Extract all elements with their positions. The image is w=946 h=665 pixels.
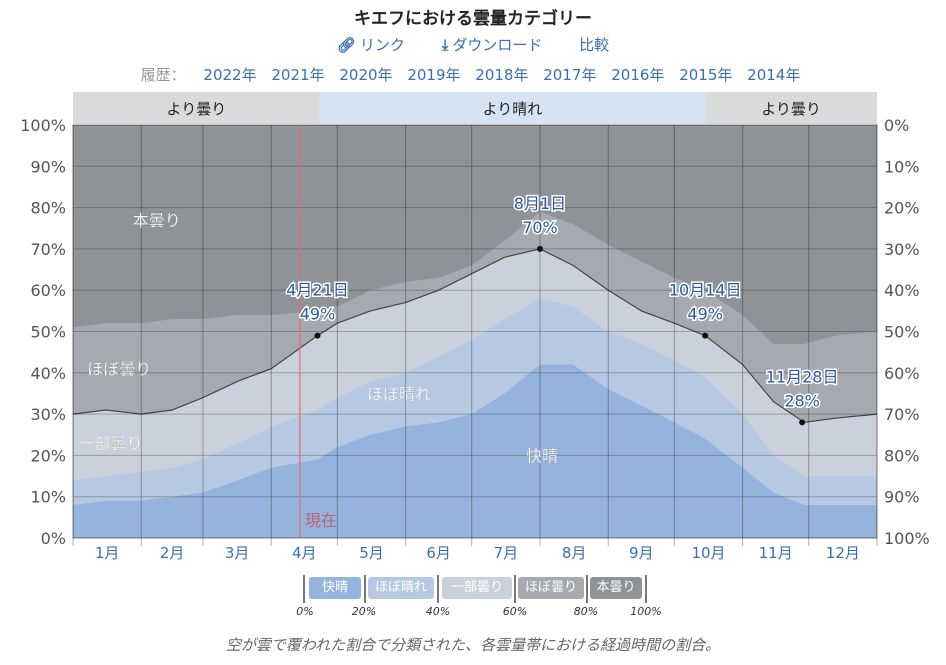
band-label: より晴れ bbox=[483, 100, 543, 118]
legend-tick: 20% bbox=[351, 605, 377, 618]
band-label: より曇り bbox=[167, 100, 227, 118]
band-cloudy bbox=[73, 92, 320, 124]
month-label: 9月 bbox=[629, 544, 654, 562]
right-tick-label: 20% bbox=[884, 199, 920, 218]
area-clear bbox=[73, 364, 877, 538]
link-icon: 🔗︎ bbox=[336, 36, 356, 54]
legend-partly-cloudy: 一部曇り bbox=[442, 577, 512, 599]
annotation-point bbox=[702, 332, 709, 339]
legend-mostly-cloudy: ほぼ曇り bbox=[518, 577, 584, 599]
month-label: 3月 bbox=[225, 544, 250, 562]
month-label: 11月 bbox=[759, 544, 793, 562]
history-year-link[interactable]: 2022年 bbox=[203, 66, 257, 84]
left-tick-label: 90% bbox=[30, 157, 66, 176]
right-tick-label: 40% bbox=[884, 281, 920, 300]
left-tick-label: 80% bbox=[30, 199, 66, 218]
annotation-date: 4月21日 bbox=[286, 281, 349, 300]
history-year-link[interactable]: 2019年 bbox=[407, 66, 461, 84]
legend-tick: 80% bbox=[573, 605, 599, 618]
legend-separator bbox=[303, 575, 305, 603]
area-label: 一部曇り bbox=[78, 434, 142, 453]
month-label: 12月 bbox=[826, 544, 860, 562]
month-label: 2月 bbox=[160, 544, 185, 562]
link-button[interactable]: 🔗︎ リンク bbox=[336, 36, 405, 54]
history-bar: 履歴： 2022年 2021年 2020年 2019年 2018年 2017年 … bbox=[0, 64, 946, 85]
legend-separator bbox=[645, 575, 647, 603]
month-label: 5月 bbox=[359, 544, 384, 562]
annotation-point bbox=[314, 332, 321, 339]
band-label: より曇り bbox=[761, 100, 821, 118]
compare-button[interactable]: 比較 bbox=[579, 36, 610, 54]
history-year-link[interactable]: 2014年 bbox=[747, 66, 801, 84]
legend-tick: 40% bbox=[425, 605, 451, 618]
legend-tick: 0% bbox=[296, 605, 314, 618]
cloud-cover-chart: より曇り より晴れ より曇り 0% 0% 10% 10% 20% 20% 30% 30% 40% 40%… bbox=[20, 92, 930, 562]
left-tick-label: 40% bbox=[30, 364, 66, 383]
left-tick-label: 60% bbox=[30, 281, 66, 300]
left-tick-label: 50% bbox=[30, 323, 66, 342]
right-tick-label: 80% bbox=[884, 446, 920, 465]
month-label: 4月 bbox=[292, 544, 317, 562]
right-tick-label: 30% bbox=[884, 240, 920, 259]
plot-border bbox=[72, 124, 878, 539]
legend: 快晴 ほぼ晴れ 一部曇り ほぼ曇り 本曇り 0% 20% 40% 60% 80%… bbox=[0, 575, 946, 618]
history-year-link[interactable]: 2021年 bbox=[271, 66, 325, 84]
area-label: ほぼ曇り bbox=[87, 360, 151, 379]
annotation-point bbox=[536, 245, 543, 252]
legend-overcast: 本曇り bbox=[590, 577, 642, 599]
area-label: 本曇り bbox=[133, 211, 181, 230]
left-tick-label: 30% bbox=[30, 405, 66, 424]
history-year-link[interactable]: 2020年 bbox=[339, 66, 393, 84]
history-year-link[interactable]: 2018年 bbox=[475, 66, 529, 84]
annotation-value: 49% bbox=[300, 305, 336, 324]
legend-separator bbox=[437, 575, 439, 603]
annotation-point bbox=[799, 419, 806, 426]
legend-mostly-clear: ほぼ晴れ bbox=[368, 577, 434, 599]
legend-separator bbox=[364, 575, 366, 603]
left-tick-label: 0% bbox=[41, 529, 66, 548]
right-tick-label: 100% bbox=[884, 529, 930, 548]
link-bar: 🔗︎ リンク ⤓ ダウンロード 比較 bbox=[0, 34, 946, 55]
right-tick-label: 60% bbox=[884, 364, 920, 383]
annotation-date: 10月14日 bbox=[669, 281, 742, 300]
chart-caption: 空が雲で覆われた割合で分類された、各雲量帯における経過時間の割合。 bbox=[225, 636, 721, 654]
band-clear bbox=[319, 92, 706, 124]
annotation-date: 11月28日 bbox=[766, 367, 839, 386]
partly-cloudy-boundary-line bbox=[72, 248, 878, 424]
legend-separator bbox=[514, 575, 516, 603]
chart-title: キエフにおける雲量カテゴリー bbox=[354, 9, 592, 29]
annotation-value: 70% bbox=[522, 218, 558, 237]
history-label: 履歴： bbox=[140, 66, 186, 84]
annotation-date: 8月1日 bbox=[514, 194, 566, 213]
history-year-link[interactable]: 2017年 bbox=[543, 66, 597, 84]
left-tick-label: 100% bbox=[20, 116, 66, 135]
right-tick-label: 10% bbox=[884, 157, 920, 176]
month-label: 8月 bbox=[562, 544, 587, 562]
right-tick-label: 90% bbox=[884, 488, 920, 507]
left-tick-label: 20% bbox=[30, 446, 66, 465]
download-button[interactable]: ⤓ ダウンロード bbox=[441, 36, 543, 54]
right-tick-label: 70% bbox=[884, 405, 920, 424]
month-label: 10月 bbox=[691, 544, 725, 562]
legend-clear: 快晴 bbox=[309, 577, 361, 599]
left-tick-label: 10% bbox=[30, 488, 66, 507]
current-date-label: 現在 bbox=[305, 511, 337, 530]
legend-tick: 100% bbox=[630, 605, 662, 618]
area-label: 快晴 bbox=[526, 446, 558, 465]
band-cloudy bbox=[705, 92, 877, 124]
history-year-link[interactable]: 2016年 bbox=[611, 66, 665, 84]
annotation-value: 28% bbox=[784, 391, 820, 410]
left-tick-label: 70% bbox=[30, 240, 66, 259]
right-tick-label: 0% bbox=[884, 116, 909, 135]
month-label: 6月 bbox=[426, 544, 451, 562]
month-label: 1月 bbox=[95, 544, 120, 562]
download-icon: ⤓ bbox=[441, 36, 449, 54]
legend-separator bbox=[586, 575, 588, 603]
legend-tick: 60% bbox=[502, 605, 528, 618]
month-label: 7月 bbox=[494, 544, 519, 562]
area-label: ほぼ晴れ bbox=[367, 384, 431, 403]
annotation-value: 49% bbox=[687, 305, 723, 324]
history-year-link[interactable]: 2015年 bbox=[679, 66, 733, 84]
right-tick-label: 50% bbox=[884, 323, 920, 342]
